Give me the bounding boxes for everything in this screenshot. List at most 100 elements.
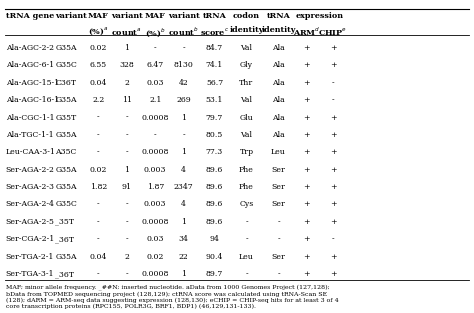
Text: Ser-AGA-2-5: Ser-AGA-2-5 bbox=[6, 218, 55, 226]
Text: +: + bbox=[304, 131, 310, 139]
Text: 0.003: 0.003 bbox=[144, 200, 166, 208]
Text: -: - bbox=[97, 200, 100, 208]
Text: -: - bbox=[182, 44, 185, 52]
Text: Ala-TGC-1-1: Ala-TGC-1-1 bbox=[6, 131, 53, 139]
Text: 84.7: 84.7 bbox=[206, 44, 223, 52]
Text: 0.0008: 0.0008 bbox=[142, 270, 169, 278]
Text: Phe: Phe bbox=[239, 183, 254, 191]
Text: variant: variant bbox=[55, 12, 87, 20]
Text: 0.03: 0.03 bbox=[146, 79, 164, 87]
Text: -: - bbox=[245, 235, 248, 243]
Text: Ser: Ser bbox=[272, 200, 285, 208]
Text: 34: 34 bbox=[179, 235, 189, 243]
Text: G35A: G35A bbox=[55, 96, 77, 104]
Text: Trp: Trp bbox=[239, 148, 254, 156]
Text: -: - bbox=[126, 114, 128, 121]
Text: +: + bbox=[330, 183, 336, 191]
Text: codon: codon bbox=[233, 12, 260, 20]
Text: 1: 1 bbox=[124, 166, 129, 174]
Text: 0.0008: 0.0008 bbox=[142, 218, 169, 226]
Text: 22: 22 bbox=[179, 253, 189, 260]
Text: +: + bbox=[304, 200, 310, 208]
Text: -: - bbox=[154, 44, 156, 52]
Text: +: + bbox=[330, 270, 336, 278]
Text: 4: 4 bbox=[181, 166, 186, 174]
Text: -: - bbox=[277, 218, 280, 226]
Text: Ala: Ala bbox=[272, 44, 285, 52]
Text: +: + bbox=[304, 148, 310, 156]
Text: -: - bbox=[277, 270, 280, 278]
Text: Ser: Ser bbox=[272, 253, 285, 260]
Text: -: - bbox=[97, 218, 100, 226]
Text: +: + bbox=[330, 61, 336, 69]
Text: Leu-CAA-3-1: Leu-CAA-3-1 bbox=[6, 148, 55, 156]
Text: Leu: Leu bbox=[271, 148, 286, 156]
Text: Ser-CGA-2-1: Ser-CGA-2-1 bbox=[6, 235, 55, 243]
Text: 1: 1 bbox=[181, 148, 186, 156]
Text: -: - bbox=[126, 218, 128, 226]
Text: G35C: G35C bbox=[55, 200, 77, 208]
Text: Ala-CGC-1-1: Ala-CGC-1-1 bbox=[6, 114, 54, 121]
Text: -: - bbox=[332, 235, 334, 243]
Text: +: + bbox=[330, 44, 336, 52]
Text: A35C: A35C bbox=[55, 148, 77, 156]
Text: G35A: G35A bbox=[55, 166, 77, 174]
Text: Ala: Ala bbox=[272, 79, 285, 87]
Text: 56.7: 56.7 bbox=[206, 79, 223, 87]
Text: -: - bbox=[332, 79, 334, 87]
Text: -: - bbox=[97, 131, 100, 139]
Text: 0.04: 0.04 bbox=[90, 253, 107, 260]
Text: Glu: Glu bbox=[239, 114, 254, 121]
Text: 1: 1 bbox=[124, 44, 129, 52]
Text: +: + bbox=[304, 79, 310, 87]
Text: -: - bbox=[245, 270, 248, 278]
Text: score$^c$: score$^c$ bbox=[200, 26, 229, 37]
Text: _35T: _35T bbox=[55, 218, 74, 226]
Text: CHIP$^e$: CHIP$^e$ bbox=[319, 26, 347, 37]
Text: 0.02: 0.02 bbox=[146, 253, 164, 260]
Text: _36T: _36T bbox=[55, 235, 74, 243]
Text: (%)$^b$: (%)$^b$ bbox=[145, 26, 165, 38]
Text: -: - bbox=[126, 148, 128, 156]
Text: -: - bbox=[126, 200, 128, 208]
Text: 79.7: 79.7 bbox=[206, 114, 223, 121]
Text: 2: 2 bbox=[124, 253, 129, 260]
Text: 0.003: 0.003 bbox=[144, 166, 166, 174]
Text: 89.6: 89.6 bbox=[206, 166, 223, 174]
Text: 89.6: 89.6 bbox=[206, 183, 223, 191]
Text: Ala: Ala bbox=[272, 96, 285, 104]
Text: Val: Val bbox=[240, 44, 253, 52]
Text: Ala: Ala bbox=[272, 131, 285, 139]
Text: identity: identity bbox=[261, 26, 296, 34]
Text: count$^a$: count$^a$ bbox=[111, 26, 142, 37]
Text: 0.0008: 0.0008 bbox=[142, 148, 169, 156]
Text: -: - bbox=[154, 131, 156, 139]
Text: Ala-AGC-16-1: Ala-AGC-16-1 bbox=[6, 96, 59, 104]
Text: Val: Val bbox=[240, 131, 253, 139]
Text: Ser-AGA-2-2: Ser-AGA-2-2 bbox=[6, 166, 55, 174]
Text: variant: variant bbox=[111, 12, 143, 20]
Text: Ser-AGA-2-4: Ser-AGA-2-4 bbox=[6, 200, 55, 208]
Text: G35A: G35A bbox=[55, 131, 77, 139]
Text: +: + bbox=[304, 44, 310, 52]
Text: 269: 269 bbox=[176, 96, 191, 104]
Text: Ala: Ala bbox=[272, 61, 285, 69]
Text: 89.7: 89.7 bbox=[206, 270, 223, 278]
Text: 80.5: 80.5 bbox=[206, 131, 223, 139]
Text: 6.47: 6.47 bbox=[146, 61, 164, 69]
Text: 6.55: 6.55 bbox=[90, 61, 107, 69]
Text: -: - bbox=[97, 270, 100, 278]
Text: -: - bbox=[97, 114, 100, 121]
Text: +: + bbox=[330, 253, 336, 260]
Text: 53.1: 53.1 bbox=[206, 96, 223, 104]
Text: _36T: _36T bbox=[55, 270, 74, 278]
Text: MAF: MAF bbox=[88, 12, 109, 20]
Text: -: - bbox=[182, 131, 185, 139]
Text: +: + bbox=[330, 200, 336, 208]
Text: count$^b$: count$^b$ bbox=[168, 26, 199, 38]
Text: tRNA gene: tRNA gene bbox=[6, 12, 54, 20]
Text: G35A: G35A bbox=[55, 44, 77, 52]
Text: -: - bbox=[126, 235, 128, 243]
Text: 1: 1 bbox=[181, 114, 186, 121]
Text: 1: 1 bbox=[181, 270, 186, 278]
